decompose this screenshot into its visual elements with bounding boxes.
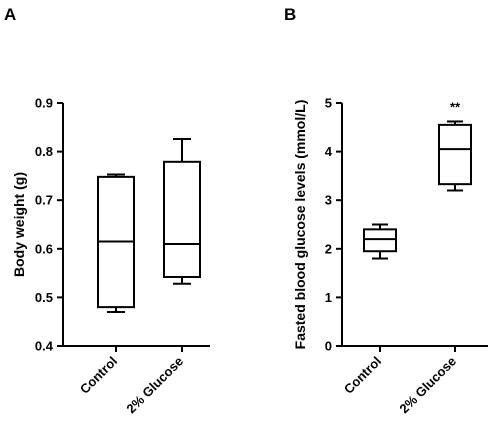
y-tick-label: 0.6 [35, 241, 53, 256]
x-category-label: 2% Glucose [123, 354, 186, 417]
box-plot-1 [163, 137, 201, 285]
significance-marker: ** [450, 99, 461, 114]
panel-label: A [4, 5, 16, 24]
panel-a: A 0.4 0.5 0.6 0.7 0.8 0.9 Control 2% Glucose Body… [4, 5, 210, 416]
y-tick-label: 3 [325, 193, 332, 208]
y-tick-label: 0.8 [35, 144, 53, 159]
y-tick-label: 0.4 [35, 339, 54, 354]
box-plot-0 [363, 223, 397, 260]
y-tick-label: 1 [325, 290, 332, 305]
y-tick-label: 2 [325, 241, 332, 256]
y-tick-label: 4 [325, 144, 333, 159]
x-category-label: Control [77, 354, 120, 397]
y-tick-label: 5 [325, 96, 332, 111]
iqr-box [438, 123, 472, 186]
y-tick-label: 0.9 [35, 96, 53, 111]
y-tick-label: 0.7 [35, 193, 53, 208]
panel-label: B [284, 5, 296, 24]
y-tick-label: 0.5 [35, 290, 53, 305]
box-plot-1 [438, 120, 472, 192]
x-category-label: Control [341, 354, 384, 397]
x-category-label: 2% Glucose [396, 354, 459, 417]
y-axis-title: Fasted blood glucose levels (mmol/L) [292, 100, 308, 350]
iqr-box [363, 228, 397, 253]
panel-b: B 0 1 2 3 4 5 Control 2% Glucose Fasted blood glu… [284, 5, 488, 416]
y-tick-label: 0 [325, 339, 332, 354]
iqr-box [163, 160, 201, 278]
y-axis-title: Body weight (g) [11, 172, 27, 277]
box-plot-0 [97, 173, 135, 313]
